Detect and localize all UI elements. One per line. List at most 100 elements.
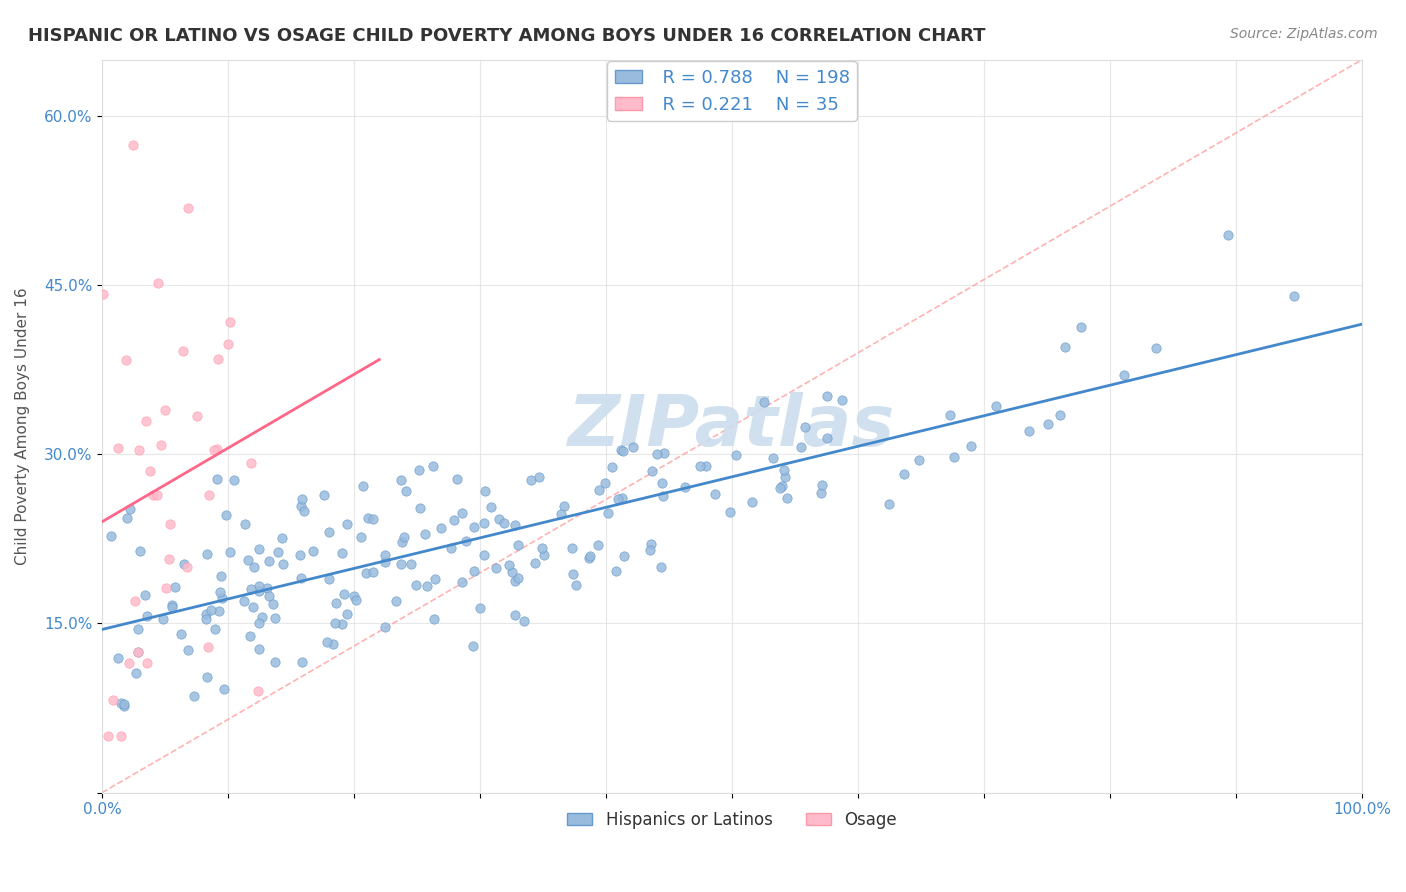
Point [578, 550, 600, 565]
Point [374, 620, 396, 634]
Point [356, 566, 378, 581]
Point [586, 538, 609, 552]
Text: HISPANIC OR LATINO VS OSAGE CHILD POVERTY AMONG BOYS UNDER 16 CORRELATION CHART: HISPANIC OR LATINO VS OSAGE CHILD POVERT… [28, 27, 986, 45]
Point [790, 441, 813, 455]
Point [350, 531, 373, 545]
Point [361, 566, 384, 580]
Point [770, 479, 793, 493]
Point [219, 545, 242, 559]
Point [415, 579, 437, 593]
Point [247, 579, 270, 593]
Point [463, 565, 485, 579]
Point [588, 483, 610, 498]
Point [352, 479, 374, 493]
Point [173, 558, 195, 572]
Point [142, 488, 165, 502]
Point [650, 559, 672, 574]
Point [423, 612, 446, 626]
Point [392, 530, 415, 544]
Point [273, 557, 295, 571]
Point [209, 568, 232, 582]
Point [110, 696, 132, 710]
Point [810, 478, 832, 492]
Point [247, 684, 270, 698]
Point [468, 601, 491, 615]
Point [291, 655, 314, 669]
Point [218, 315, 240, 329]
Point [488, 512, 510, 526]
Point [157, 552, 180, 566]
Point [943, 450, 966, 465]
Point [247, 542, 270, 557]
Point [239, 457, 262, 471]
Point [450, 575, 472, 590]
Point [395, 483, 418, 498]
Point [200, 603, 222, 617]
Point [259, 589, 281, 603]
Point [267, 544, 290, 558]
Point [907, 453, 929, 467]
Point [612, 443, 634, 458]
Point [224, 473, 246, 487]
Point [520, 473, 543, 487]
Point [264, 611, 287, 625]
Point [613, 549, 636, 563]
Point [176, 560, 198, 574]
Point [290, 499, 312, 513]
Point [374, 548, 396, 562]
Point [1112, 368, 1135, 382]
Point [257, 554, 280, 568]
Point [294, 503, 316, 517]
Point [122, 138, 145, 153]
Point [162, 598, 184, 612]
Point [155, 403, 177, 417]
Point [128, 443, 150, 458]
Point [704, 486, 727, 500]
Point [195, 547, 218, 561]
Point [146, 488, 169, 502]
Point [640, 537, 662, 551]
Point [249, 583, 271, 598]
Point [606, 491, 628, 506]
Point [186, 409, 208, 423]
Point [125, 666, 148, 681]
Point [120, 502, 142, 516]
Point [325, 596, 347, 610]
Point [401, 558, 423, 572]
Point [408, 463, 430, 477]
Point [177, 642, 200, 657]
Point [530, 541, 553, 555]
Point [336, 517, 359, 532]
Point [127, 645, 149, 659]
Point [165, 580, 187, 594]
Point [330, 546, 353, 560]
Point [301, 544, 323, 558]
Point [602, 459, 624, 474]
Point [249, 642, 271, 657]
Point [205, 472, 228, 486]
Text: ZIPatlas: ZIPatlas [568, 392, 896, 460]
Point [128, 544, 150, 558]
Point [114, 697, 136, 711]
Point [513, 615, 536, 629]
Point [1036, 417, 1059, 432]
Point [233, 516, 256, 531]
Point [323, 616, 346, 631]
Point [831, 392, 853, 407]
Point [212, 681, 235, 696]
Point [312, 488, 335, 502]
Point [1282, 288, 1305, 302]
Point [290, 571, 312, 585]
Point [1049, 409, 1071, 423]
Point [127, 622, 149, 636]
Point [565, 578, 588, 592]
Point [263, 655, 285, 669]
Point [498, 558, 520, 573]
Point [651, 475, 673, 490]
Point [177, 201, 200, 215]
Point [112, 699, 135, 714]
Point [405, 578, 427, 592]
Point [409, 501, 432, 516]
Point [202, 442, 225, 457]
Point [423, 572, 446, 586]
